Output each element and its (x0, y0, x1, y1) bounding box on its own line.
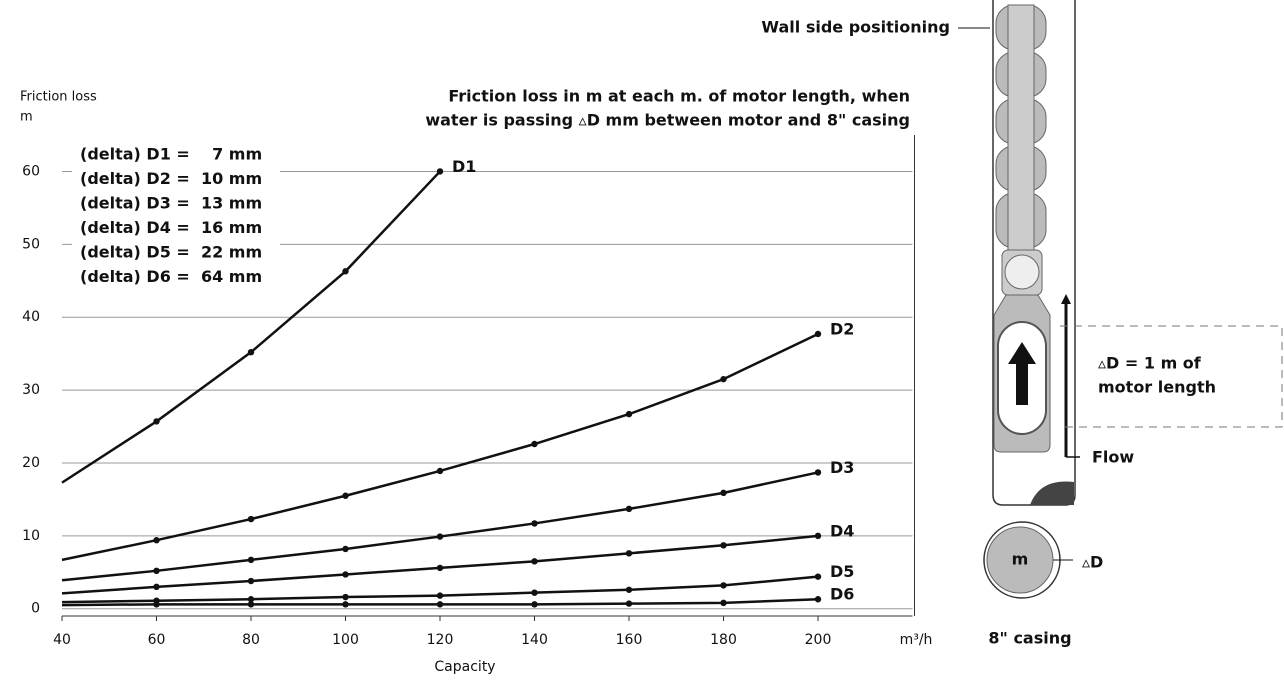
point (436, 564, 444, 572)
point (531, 558, 538, 565)
chart-title: water is passing ▵D mm between motor and… (425, 111, 910, 130)
x-tick-label: 160 (616, 632, 643, 648)
legend-entry: (delta) D5 = 22 mm (80, 243, 262, 262)
point (720, 599, 727, 607)
point (814, 330, 822, 338)
point (247, 515, 255, 523)
y-axis-label: Friction loss (20, 90, 97, 105)
point (814, 573, 822, 580)
point (531, 520, 538, 527)
y-tick-label: 10 (22, 528, 40, 544)
point (436, 467, 444, 475)
series-label: D4 (830, 521, 854, 540)
point (247, 556, 255, 564)
x-tick-label: 80 (242, 632, 260, 648)
x-tick-label: 140 (521, 632, 548, 648)
delta-label: ▵D = 1 m of (1098, 354, 1202, 373)
x-tick-label: 60 (148, 632, 166, 648)
point (531, 589, 538, 596)
x-axis-label: Capacity (434, 659, 495, 675)
point (720, 489, 727, 497)
chart-title: Friction loss in m at each m. of motor l… (448, 87, 910, 106)
point (342, 492, 349, 499)
legend-entry: (delta) D4 = 16 mm (80, 218, 262, 237)
y-tick-label: 20 (22, 455, 40, 471)
series-label: D6 (830, 585, 854, 604)
point (153, 583, 160, 591)
point (153, 601, 160, 608)
series-line (61, 534, 819, 595)
point (342, 601, 349, 608)
point (247, 596, 255, 603)
legend-entry: (delta) D3 = 13 mm (80, 194, 262, 213)
legend-bg (72, 142, 280, 290)
point (814, 596, 822, 603)
point (720, 582, 727, 589)
series-label: D5 (830, 562, 854, 581)
motor-label: m (1012, 550, 1029, 569)
point (720, 542, 727, 549)
x-tick-label: 180 (710, 632, 737, 648)
point (436, 592, 444, 599)
point (625, 410, 633, 418)
y-tick-label: 30 (22, 382, 40, 398)
point (436, 601, 444, 608)
x-tick-label: 120 (427, 632, 454, 648)
x-tick-label: 200 (805, 632, 832, 648)
pump-stages (995, 4, 1047, 251)
series-label: D2 (830, 319, 854, 338)
x-unit: m³/h (900, 632, 933, 648)
series-label: D3 (830, 458, 854, 477)
point (814, 469, 822, 476)
y-tick-label: 50 (22, 236, 40, 252)
point (436, 533, 444, 540)
flow-arrow-icon (1008, 342, 1036, 405)
point (342, 268, 349, 275)
x-tick-label: 100 (332, 632, 359, 648)
x-tick-label: 40 (53, 632, 71, 648)
point (247, 601, 255, 608)
legend-entry: (delta) D2 = 10 mm (80, 169, 262, 188)
point (531, 601, 538, 608)
series-line (61, 471, 819, 582)
point (720, 375, 727, 383)
point (342, 593, 349, 601)
point (153, 567, 160, 575)
delta-box (1060, 325, 1283, 428)
point (153, 418, 160, 425)
point (625, 505, 633, 513)
point (247, 577, 255, 585)
y-axis-label: m (20, 110, 33, 125)
legend-entry: (delta) D1 = 7 mm (80, 145, 262, 164)
point (531, 440, 538, 448)
y-tick-label: 0 (31, 601, 40, 617)
series-line (61, 332, 819, 562)
delta-label: motor length (1098, 378, 1216, 397)
point (625, 550, 633, 557)
flow-arrowhead (1061, 294, 1071, 304)
point (247, 348, 255, 356)
casing-label: 8" casing (988, 629, 1071, 648)
point (436, 168, 444, 175)
series-label: D1 (452, 157, 476, 176)
casing-bottom (1030, 481, 1074, 505)
flow-label: Flow (1092, 448, 1134, 467)
point (625, 600, 633, 607)
wall-label: Wall side positioning (761, 18, 950, 37)
illustration: Wall side positioning ▵D = 1 m of motor … (761, 0, 1283, 648)
legend-entry: (delta) D6 = 64 mm (80, 267, 262, 286)
point (342, 545, 349, 553)
point (625, 586, 633, 593)
y-tick-label: 40 (22, 309, 40, 325)
point (814, 532, 822, 540)
point (153, 537, 160, 544)
y-tick-label: 60 (22, 163, 40, 179)
point (342, 571, 349, 578)
intake-screen (1004, 254, 1040, 290)
gap-label: ▵D (1082, 553, 1103, 572)
